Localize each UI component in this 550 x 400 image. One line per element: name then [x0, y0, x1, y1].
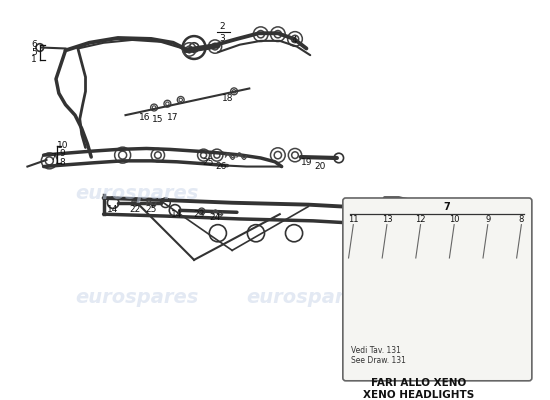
Text: 8: 8 — [60, 158, 65, 167]
Text: 4: 4 — [292, 36, 297, 45]
Text: 12: 12 — [415, 215, 426, 224]
Text: 24: 24 — [210, 212, 221, 222]
Text: FARI ALLO XENO: FARI ALLO XENO — [371, 378, 466, 388]
Text: eurospares: eurospares — [75, 288, 199, 308]
Text: 25: 25 — [412, 232, 424, 240]
Text: 10: 10 — [449, 215, 459, 224]
Text: 24: 24 — [371, 312, 382, 322]
Text: 8: 8 — [519, 215, 524, 224]
Text: eurospares: eurospares — [246, 288, 370, 308]
Text: 27: 27 — [348, 312, 360, 322]
Text: 5: 5 — [31, 48, 37, 57]
Text: See Draw. 131: See Draw. 131 — [351, 356, 406, 365]
Text: 19: 19 — [301, 158, 312, 167]
Text: 25: 25 — [202, 158, 214, 167]
Text: eurospares: eurospares — [75, 184, 199, 203]
Text: 25: 25 — [404, 204, 415, 213]
Text: 11: 11 — [348, 215, 359, 224]
Text: XENO HEADLIGHTS: XENO HEADLIGHTS — [364, 390, 475, 400]
Text: 14: 14 — [171, 210, 183, 219]
Text: 7: 7 — [50, 154, 56, 162]
Text: 14: 14 — [107, 205, 118, 214]
Text: 20: 20 — [387, 200, 398, 209]
Text: 6: 6 — [31, 40, 37, 49]
Text: 3: 3 — [220, 34, 225, 42]
Text: 10: 10 — [57, 141, 68, 150]
Text: 23: 23 — [193, 210, 205, 219]
Text: 26: 26 — [426, 236, 438, 245]
Text: 9: 9 — [485, 215, 491, 224]
Text: 22: 22 — [129, 205, 141, 214]
Text: 18: 18 — [222, 94, 233, 102]
Text: 15: 15 — [152, 116, 163, 124]
Text: 25: 25 — [146, 205, 157, 214]
Text: 7: 7 — [443, 202, 450, 212]
Text: 1: 1 — [31, 56, 37, 64]
Text: 16: 16 — [139, 112, 150, 122]
Text: 21: 21 — [430, 212, 442, 222]
Text: 26: 26 — [417, 208, 428, 217]
Text: 17: 17 — [167, 112, 179, 122]
Text: 9: 9 — [60, 149, 65, 158]
Text: 13: 13 — [382, 215, 392, 224]
Text: 26: 26 — [215, 162, 227, 171]
Text: Vedi Tav. 131: Vedi Tav. 131 — [351, 346, 402, 355]
FancyBboxPatch shape — [343, 198, 532, 381]
Text: 2: 2 — [220, 22, 225, 31]
Text: 20: 20 — [314, 162, 326, 171]
